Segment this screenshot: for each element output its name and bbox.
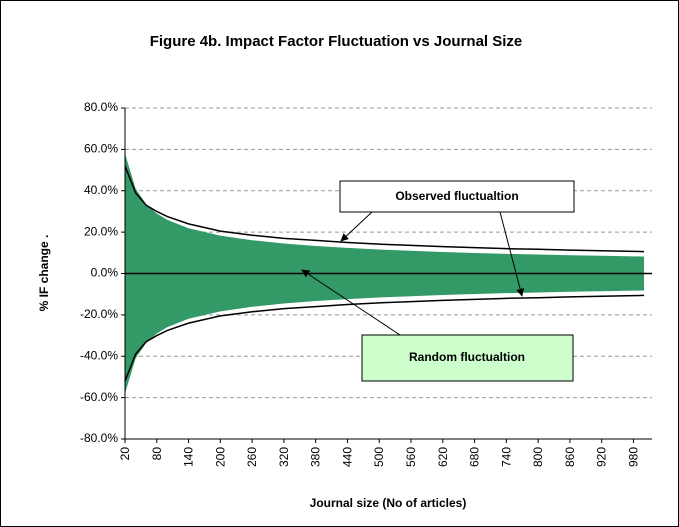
x-tick-label: 800 [531, 447, 545, 467]
x-tick-label: 380 [309, 447, 323, 467]
y-tick-label: 40.0% [84, 183, 118, 197]
annotation: Random fluctualtion [409, 350, 525, 364]
annotations: Observed fluctualtion Random fluctualtio… [301, 180, 575, 382]
x-tick-label: 200 [213, 447, 227, 467]
x-tick-label: 860 [563, 447, 577, 467]
x-tick-label: 620 [436, 447, 450, 467]
line [124, 294, 645, 382]
x-tick-label: 740 [499, 447, 513, 467]
x-tick-label: 980 [626, 447, 640, 467]
chart-title: Figure 4b. Impact Factor Fluctuation vs … [150, 33, 523, 50]
y-tick-label: -20.0% [80, 307, 118, 321]
y-tick-label: -60.0% [80, 390, 118, 404]
x-tick-label: 560 [404, 447, 418, 467]
annotation-box [361, 334, 574, 382]
y-tick-label: -80.0% [80, 431, 118, 445]
x-tick-label: 500 [372, 447, 386, 467]
area [125, 153, 645, 274]
y-tick-label: -40.0% [80, 348, 118, 362]
x-tick-label: 260 [245, 447, 259, 467]
x-axis-label: Journal size (No of articles) [310, 496, 467, 510]
x-tick-label: 920 [595, 447, 609, 467]
line [124, 165, 645, 253]
x-tick-label: 440 [340, 447, 354, 467]
x-tick-label: 680 [468, 447, 482, 467]
y-tick-label: 80.0% [84, 100, 118, 114]
area [125, 273, 645, 394]
x-tick-label: 80 [150, 447, 164, 461]
y-tick-label: 60.0% [84, 142, 118, 156]
annotation-box [339, 180, 575, 213]
x-tick-label: 20 [118, 447, 132, 461]
annotation: Observed fluctualtion [395, 189, 518, 203]
y-tick-label: 20.0% [84, 224, 118, 238]
y-axis-label: % IF change . [37, 235, 51, 312]
x-tick-label: 140 [182, 447, 196, 467]
arrow [499, 211, 525, 297]
y-tick-label: 0.0% [91, 266, 119, 280]
plot-area: -80.0% -60.0% -40.0% -20.0% 0.0% 20.0% 40.0% 60… [80, 100, 652, 467]
x-tick-label: 320 [277, 447, 291, 467]
arrow [301, 269, 401, 336]
arrow [340, 211, 373, 242]
